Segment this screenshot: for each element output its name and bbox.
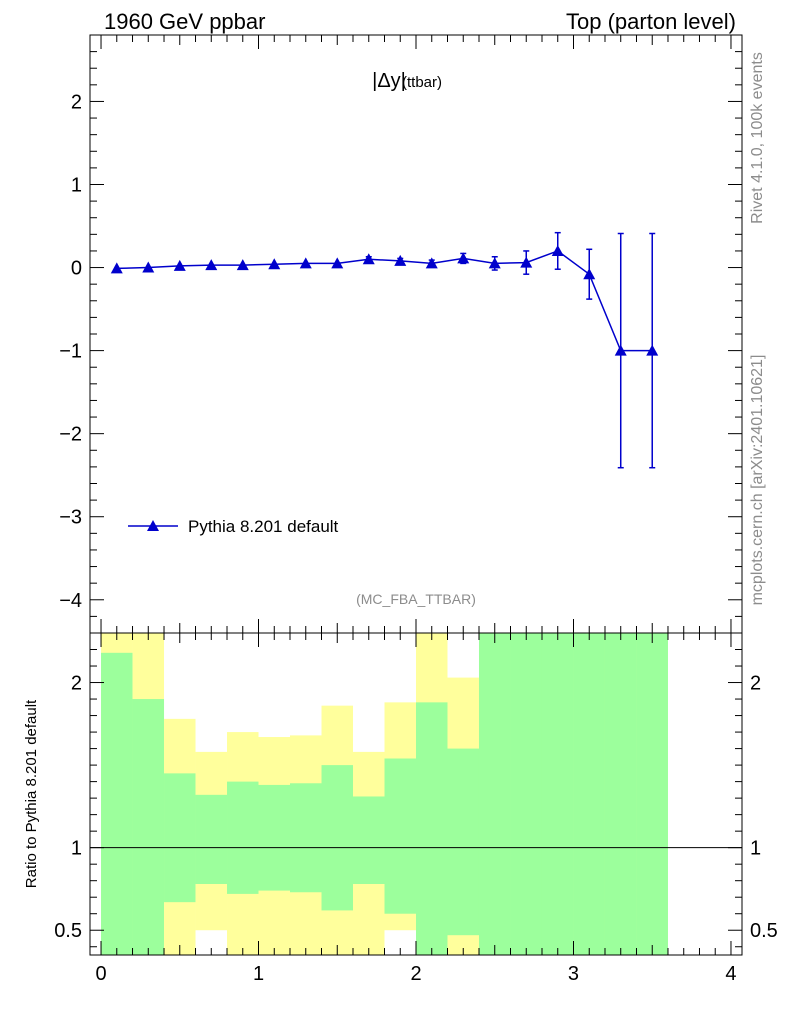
ratio-axis-ticks [90, 633, 742, 955]
data-series-pythia [110, 231, 659, 469]
ratio-inner-band-bin [132, 699, 165, 955]
ratio-inner-band-bin [164, 773, 196, 903]
main-y-tick-label: 0 [71, 258, 82, 280]
ratio-inner-band-bin [636, 633, 668, 955]
data-point-marker [236, 259, 249, 271]
ratio-inner-band-bin [195, 794, 228, 884]
series-line [116, 250, 653, 352]
plot-title-main: |Δy| [372, 70, 406, 92]
data-point-marker [488, 257, 501, 269]
data-point-marker [268, 258, 281, 270]
header-left-label: 1960 GeV ppbar [104, 9, 265, 34]
main-y-tick-label: 2 [71, 91, 82, 113]
main-y-tick-label: −1 [59, 341, 82, 363]
ratio-inner-band-bin [447, 748, 479, 955]
main-y-tick-labels: −4 −3 −2 −1 0 1 2 [59, 91, 82, 611]
legend-label: Pythia 8.201 default [188, 517, 339, 536]
ratio-outer-band-lower [447, 935, 479, 955]
data-point-marker [425, 257, 438, 269]
data-point-marker [457, 252, 470, 264]
data-point-marker [299, 257, 312, 269]
ratio-inner-band-bin [258, 784, 291, 891]
ratio-inner-band-bin [541, 633, 574, 955]
ratio-inner-band-bin [353, 796, 385, 884]
data-point-marker [614, 344, 627, 356]
ratio-inner-band-bin [573, 633, 605, 955]
ratio-y-tick-labels: 0.5 0.5 1 1 2 2 [54, 673, 778, 943]
ratio-inner-band-bin [384, 758, 416, 914]
x-tick-labels: 0 1 2 3 4 [95, 963, 736, 985]
ratio-inner-band-bin [604, 633, 637, 955]
data-point-marker [551, 244, 564, 256]
data-point-marker [394, 254, 407, 266]
ratio-y-tick-label-right: 2 [750, 673, 761, 695]
analysis-label: (MC_FBA_TTBAR) [356, 591, 476, 607]
main-y-tick-label: 1 [71, 175, 82, 197]
main-y-tick-label: −4 [59, 590, 82, 612]
plot-title-sub: (ttbar) [402, 74, 442, 91]
data-point-marker [646, 344, 659, 356]
ratio-y-tick-label-left: 0.5 [54, 920, 82, 942]
ratio-inner-band-bin [227, 781, 259, 894]
ratio-panel: 0.5 0.5 1 1 2 2 0 1 2 3 4 Ratio to Pythia 8.201 d… [23, 632, 778, 985]
data-point-marker [110, 262, 123, 274]
data-point-marker [331, 257, 344, 269]
data-point-marker [173, 259, 186, 271]
ratio-inner-band-bin [510, 633, 542, 955]
legend: Pythia 8.201 default [128, 517, 339, 536]
legend-marker [147, 520, 159, 531]
ratio-inner-band-bin [321, 765, 354, 911]
data-point-marker [205, 259, 218, 271]
ratio-plot-frame [89, 632, 743, 956]
ratio-y-tick-label-right: 1 [750, 838, 761, 860]
rivet-version-label: Rivet 4.1.0, 100k events [749, 52, 766, 224]
data-point-marker [362, 253, 375, 265]
ratio-inner-band-bin [101, 652, 133, 955]
main-plot-frame [89, 34, 743, 634]
x-tick-label: 3 [568, 963, 579, 985]
ratio-y-tick-label-left: 1 [71, 838, 82, 860]
main-y-tick-label: −3 [59, 507, 82, 529]
x-tick-label: 0 [95, 963, 106, 985]
ratio-y-tick-label-right: 0.5 [750, 920, 778, 942]
data-point-marker [142, 261, 155, 273]
x-tick-label: 1 [253, 963, 264, 985]
mcplots-credit-label: mcplots.cern.ch [arXiv:2401.10621] [749, 355, 766, 606]
main-y-tick-label: −2 [59, 424, 82, 446]
main-axis-ticks [90, 34, 742, 634]
ratio-y-tick-label-left: 2 [71, 673, 82, 695]
data-point-marker [520, 256, 533, 268]
data-point-marker [583, 268, 596, 280]
ratio-uncertainty-bands [101, 633, 668, 955]
ratio-inner-band-bin [290, 783, 322, 893]
x-tick-label: 4 [725, 963, 736, 985]
x-tick-label: 2 [410, 963, 421, 985]
ratio-inner-band-bin [478, 633, 511, 955]
header-right-label: Top (parton level) [566, 9, 736, 34]
ratio-inner-band-bin [416, 702, 448, 955]
ratio-y-axis-label: Ratio to Pythia 8.201 default [23, 699, 40, 888]
